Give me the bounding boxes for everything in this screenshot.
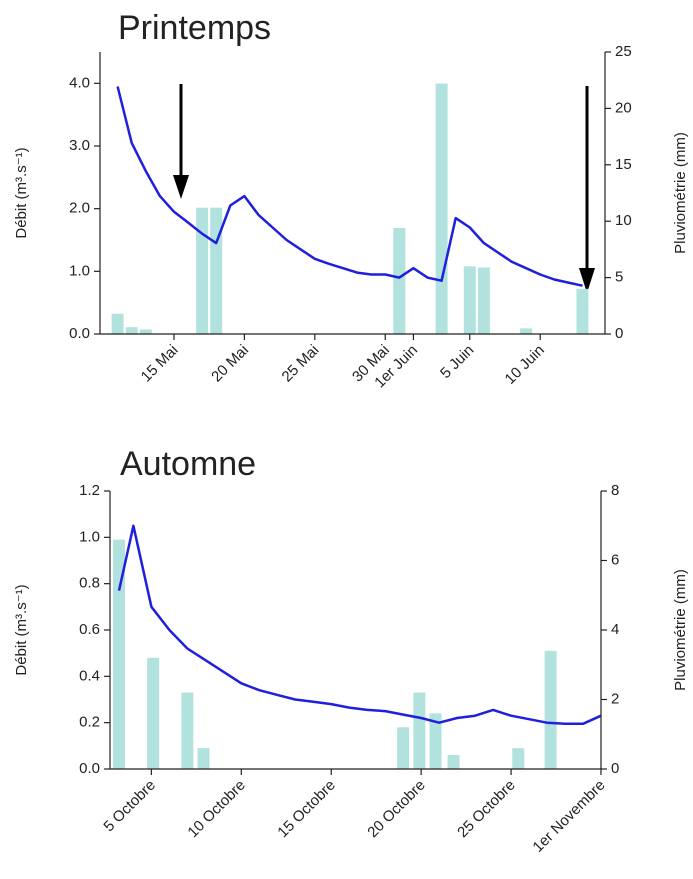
y-tick-label: 0.0 <box>79 760 100 777</box>
bar <box>196 207 209 334</box>
y2-axis-label: Pluviométrie (mm) <box>672 132 689 254</box>
arrow <box>579 86 595 293</box>
y-tick-label: 1.0 <box>79 528 100 545</box>
y-tick-label: 4.0 <box>69 74 90 91</box>
bar <box>210 207 223 334</box>
bar <box>463 266 476 334</box>
bar <box>447 755 460 769</box>
y2-tick-label: 8 <box>611 482 619 499</box>
y-tick-label: 3.0 <box>69 137 90 154</box>
bar <box>147 657 160 769</box>
y-tick-label: 1.2 <box>79 482 100 499</box>
bar <box>544 650 557 769</box>
bar <box>112 539 125 769</box>
bar <box>520 328 533 334</box>
y2-tick-label: 6 <box>611 551 619 568</box>
bar <box>397 727 410 769</box>
y2-tick-label: 20 <box>615 99 632 116</box>
x-tick-label: 15 Mai <box>138 342 182 386</box>
line <box>116 86 583 287</box>
y-axis-label: Débit (m³.s⁻¹) <box>13 147 30 238</box>
bar <box>512 748 525 769</box>
x-tick-label: 20 Octobre <box>364 777 429 842</box>
y-tick-label: 0.4 <box>79 667 100 684</box>
y-tick-label: 2.0 <box>69 200 90 217</box>
bar <box>111 313 124 334</box>
x-tick-label: 10 Octobre <box>184 777 249 842</box>
y-tick-label: 1.0 <box>69 262 90 279</box>
bar <box>197 748 210 769</box>
bar <box>429 713 442 769</box>
x-tick-label: 25 Octobre <box>454 777 519 842</box>
bar <box>139 329 152 334</box>
y2-axis-label: Pluviométrie (mm) <box>672 569 689 691</box>
y2-tick-label: 15 <box>615 156 632 173</box>
chart-panel: Automne 0.0 0.2 0.4 0.6 0.8 1.0 1.2 0 2 4 6 8 5 Octob… <box>13 445 689 856</box>
x-tick-label: 10 Juin <box>502 342 548 388</box>
y2-tick-label: 10 <box>615 212 632 229</box>
y-tick-label: 0.0 <box>69 325 90 342</box>
bar <box>125 327 138 334</box>
bar <box>181 692 194 769</box>
y2-tick-label: 0 <box>615 325 623 342</box>
x-tick-label: 25 Mai <box>279 342 323 386</box>
x-tick-label: 5 Juin <box>437 342 477 382</box>
arrow <box>173 84 189 199</box>
x-tick-label: 5 Octobre <box>100 777 159 836</box>
y-axis-label: Débit (m³.s⁻¹) <box>13 584 30 675</box>
y2-tick-label: 5 <box>615 269 623 286</box>
bar <box>477 267 490 334</box>
y-tick-label: 0.2 <box>79 714 100 731</box>
x-tick-label: 15 Octobre <box>274 777 339 842</box>
chart-title: Automne <box>120 445 256 483</box>
x-tick-label: 20 Mai <box>208 342 252 386</box>
bar <box>576 288 589 334</box>
bar <box>435 83 448 334</box>
y2-tick-label: 0 <box>611 760 619 777</box>
bar <box>393 227 406 334</box>
x-tick-label: 1er Novembre <box>529 777 608 856</box>
y2-tick-label: 4 <box>611 621 619 638</box>
line <box>117 524 602 726</box>
y-tick-label: 0.6 <box>79 621 100 638</box>
y-tick-label: 0.8 <box>79 575 100 592</box>
bar <box>413 692 426 769</box>
y2-tick-label: 25 <box>615 43 632 60</box>
y2-tick-label: 2 <box>611 690 619 707</box>
chart-title: Printemps <box>118 9 271 47</box>
